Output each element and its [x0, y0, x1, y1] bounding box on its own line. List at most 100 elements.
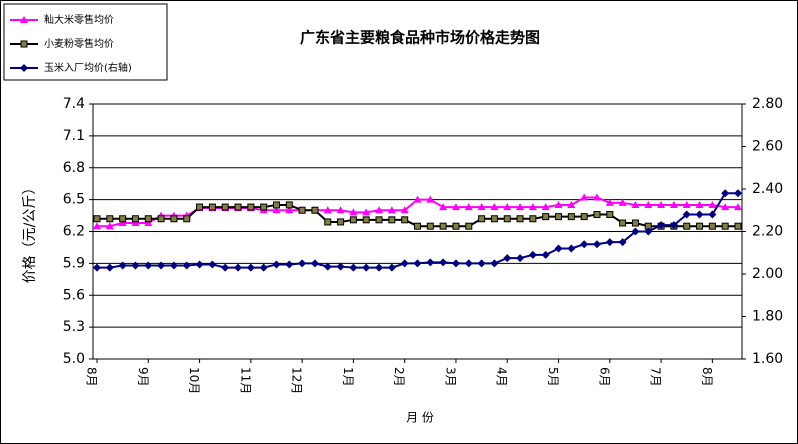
point-marker [580, 193, 589, 201]
x-tick-label: 2月 [392, 367, 406, 387]
point-marker [119, 215, 127, 223]
x-tick-label: 5月 [546, 367, 560, 387]
point-marker [542, 213, 550, 221]
point-marker [619, 219, 627, 227]
point-marker [657, 221, 666, 230]
point-marker [451, 203, 460, 211]
point-marker [375, 206, 384, 214]
point-marker [555, 213, 563, 221]
point-marker [144, 219, 153, 226]
point-marker [644, 227, 653, 236]
point-marker [323, 206, 332, 214]
point-marker [131, 261, 140, 270]
point-marker [298, 206, 306, 214]
point-marker [387, 263, 396, 272]
point-marker [516, 215, 524, 223]
point-marker [516, 203, 525, 211]
point-marker [413, 259, 422, 268]
point-marker [157, 215, 165, 223]
point-marker [695, 200, 704, 208]
point-marker [285, 260, 294, 269]
y2-tick-label: 1.60 [752, 351, 783, 367]
point-marker [93, 215, 101, 223]
point-marker [606, 211, 614, 218]
point-marker [246, 263, 255, 272]
point-marker [311, 206, 319, 214]
point-marker [477, 203, 486, 211]
point-marker [682, 200, 691, 208]
point-marker [221, 203, 229, 211]
point-marker [272, 260, 281, 269]
point-marker [234, 203, 242, 211]
point-marker [580, 240, 589, 249]
point-marker [285, 206, 294, 214]
y-tick-label: 5.0 [63, 351, 85, 367]
point-marker [644, 200, 653, 208]
point-marker [310, 259, 319, 268]
point-marker [259, 263, 268, 272]
x-axis-label: 月 份 [406, 411, 434, 425]
point-marker [592, 193, 601, 201]
point-marker [388, 216, 396, 224]
point-marker [118, 219, 127, 226]
point-marker [247, 203, 255, 211]
point-marker [336, 262, 345, 271]
point-marker [426, 195, 435, 203]
point-marker [567, 213, 575, 221]
point-marker [554, 244, 563, 253]
chart-title: 广东省主要粮食品种市场价格走势图 [300, 29, 540, 47]
point-marker [734, 222, 742, 230]
point-marker [567, 244, 576, 253]
point-marker [439, 203, 448, 211]
point-marker [490, 259, 499, 268]
legend-label: 籼大米零售均价 [44, 13, 114, 26]
point-marker [234, 263, 243, 272]
x-tick-label: 10月 [187, 367, 201, 394]
point-marker [478, 215, 486, 223]
point-marker [362, 263, 371, 272]
point-marker [183, 215, 191, 223]
point-marker [93, 263, 101, 272]
point-marker [605, 198, 614, 206]
point-marker [541, 250, 550, 259]
x-tick-label: 3月 [443, 367, 457, 387]
point-marker [452, 222, 460, 230]
point-marker [20, 64, 28, 72]
point-marker [400, 206, 409, 214]
point-marker [503, 203, 512, 211]
point-marker [272, 201, 280, 209]
point-marker [414, 222, 421, 230]
point-marker [708, 222, 716, 230]
point-marker [490, 215, 498, 223]
point-marker [349, 208, 358, 216]
point-marker [708, 210, 717, 219]
point-marker [105, 222, 114, 230]
x-tick-label: 1月 [341, 367, 355, 387]
y-axis-label: 价格（元/公斤） [22, 181, 38, 284]
point-marker [451, 259, 460, 268]
x-tick-label: 12月 [290, 367, 304, 394]
point-marker [362, 208, 371, 216]
point-marker [554, 200, 563, 208]
point-marker [528, 250, 537, 259]
y-tick-label: 6.5 [63, 192, 85, 208]
point-marker [144, 215, 152, 223]
point-marker [541, 203, 550, 211]
point-marker [695, 210, 704, 219]
point-marker [631, 219, 639, 227]
point-marker [106, 215, 114, 223]
point-marker [528, 203, 537, 211]
x-tick-label: 4月 [495, 367, 509, 387]
y-tick-label: 7.4 [63, 96, 85, 112]
point-marker [669, 200, 678, 208]
y2-tick-label: 2.00 [752, 266, 783, 282]
point-marker [631, 200, 640, 208]
legend-label: 小麦粉零售均价 [44, 37, 114, 50]
point-marker [721, 203, 730, 211]
y2-tick-label: 2.60 [752, 139, 783, 155]
point-marker [464, 203, 473, 211]
point-marker [721, 189, 730, 198]
point-marker [426, 222, 434, 230]
point-marker [169, 261, 178, 270]
